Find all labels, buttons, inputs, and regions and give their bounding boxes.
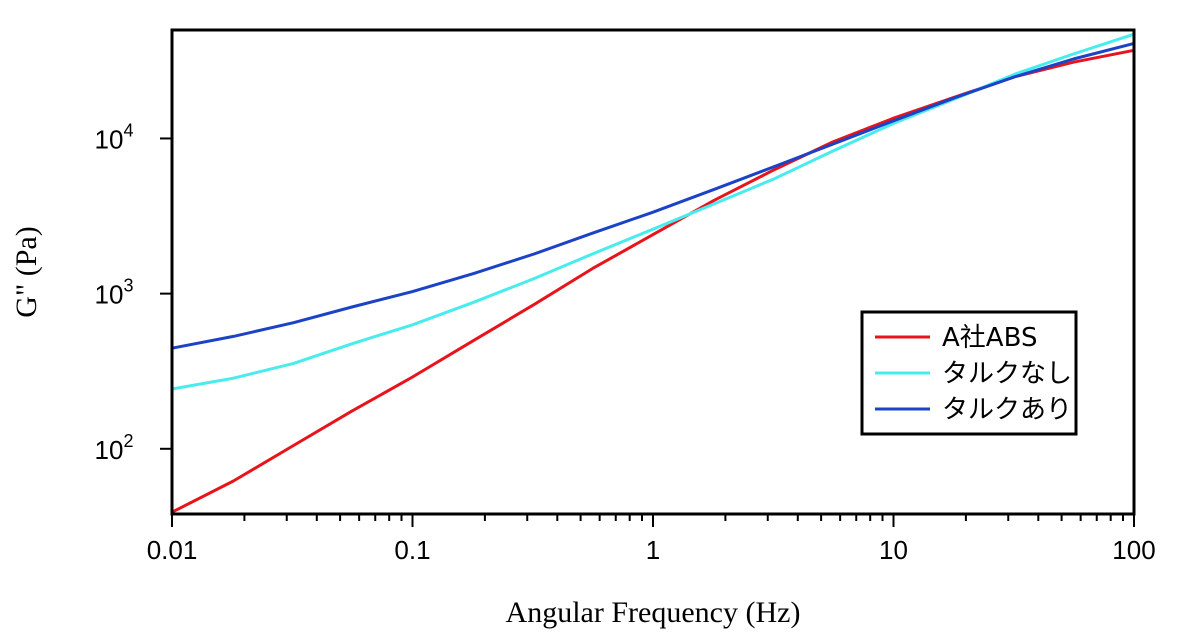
y-axis-title: G" (Pa) bbox=[10, 226, 43, 317]
series-layer bbox=[171, 32, 1135, 514]
x-tick-label: 100 bbox=[1112, 535, 1155, 565]
x-tick-label: 1 bbox=[646, 535, 660, 565]
y-tick-label: 104 bbox=[95, 120, 134, 154]
legend-label: タルクあり bbox=[942, 395, 1072, 425]
ticks-layer bbox=[160, 137, 1135, 527]
x-tick-label: 0.1 bbox=[394, 535, 430, 565]
x-tick-label: 0.01 bbox=[147, 535, 198, 565]
series-line-1 bbox=[171, 48, 1135, 514]
series-line-3 bbox=[171, 41, 1135, 350]
plot-frame bbox=[170, 28, 1136, 516]
y-tick-label: 103 bbox=[95, 276, 134, 310]
x-axis-title: Angular Frequency (Hz) bbox=[506, 596, 801, 629]
labels-layer: 0.01 0.1 1 10 100 102 103 104 bbox=[95, 120, 1156, 565]
legend-label: A社ABS bbox=[942, 323, 1037, 353]
x-tick-label: 10 bbox=[879, 535, 908, 565]
legend-label: タルクなし bbox=[942, 359, 1072, 389]
y-tick-label: 102 bbox=[95, 431, 134, 465]
